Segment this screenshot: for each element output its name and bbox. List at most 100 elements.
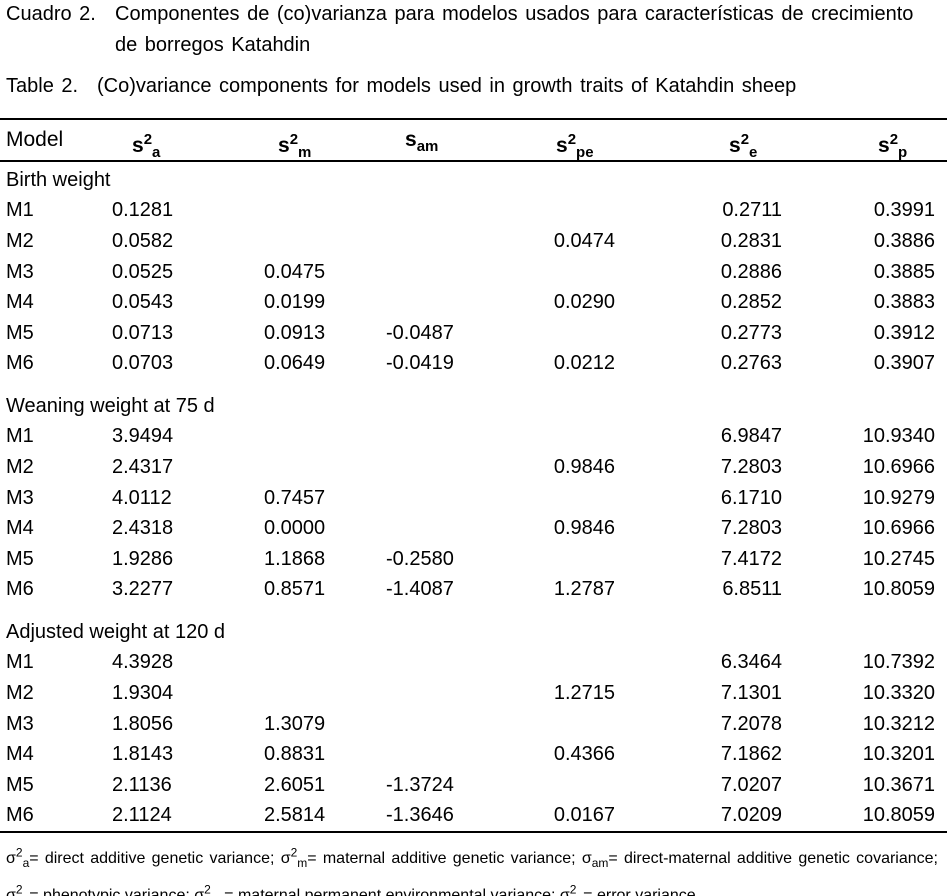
- header-sub: e: [749, 144, 758, 162]
- value-cell: 10.3212: [862, 712, 935, 735]
- value-cell: 0.2886: [720, 260, 782, 283]
- column-header: s2m: [278, 127, 311, 166]
- value-cell: 2.4317: [112, 456, 174, 478]
- value-cell: 0.0649: [264, 352, 326, 375]
- column-header: s2e: [729, 127, 757, 166]
- value-cell: 7.1301: [720, 682, 782, 704]
- header-sup: 2: [143, 131, 153, 148]
- value-cell: 3.2277: [112, 578, 174, 601]
- bottom-rule: [0, 831, 947, 833]
- group-title: Birth weight: [6, 169, 111, 191]
- table-title: (Co)variance components for models used …: [97, 75, 797, 97]
- value-cell: 2.6051: [264, 773, 326, 796]
- footnote-symbol: σ: [194, 886, 205, 896]
- model-name: M6: [6, 578, 34, 601]
- value-cell: 0.0000: [264, 517, 326, 540]
- value-cell: 10.3320: [862, 682, 935, 704]
- group-title: Weaning weight at 75 d: [6, 395, 215, 417]
- value-cell: 0.0913: [264, 321, 326, 344]
- header-sup: 2: [740, 131, 750, 148]
- value-cell: 7.4172: [720, 547, 782, 570]
- footnote-item: σ2pe= maternal permanent environmental v…: [194, 883, 555, 896]
- value-cell: 6.1710: [720, 486, 782, 509]
- header-base: s: [878, 134, 890, 157]
- footnote-sub: pe: [211, 893, 224, 896]
- header-sup: 2: [289, 131, 299, 148]
- footnote-item: σ2m= maternal additive genetic variance;: [280, 846, 576, 871]
- footnote-symbol: σ: [280, 850, 291, 868]
- value-cell: 10.7392: [862, 651, 935, 674]
- value-cell: 7.2803: [720, 456, 782, 478]
- model-name: M3: [6, 260, 34, 283]
- model-name: M6: [6, 352, 34, 375]
- value-cell: -1.3646: [386, 804, 454, 827]
- column-header: sam: [405, 127, 438, 160]
- value-cell: 0.3907: [873, 352, 935, 375]
- footnote-text: = phenotypic variance;: [29, 886, 190, 896]
- value-cell: -0.0487: [386, 321, 454, 344]
- model-name: M6: [6, 804, 34, 827]
- value-cell: 0.3991: [873, 199, 935, 222]
- value-cell: 0.0475: [264, 260, 326, 283]
- footnote-sup: 2: [15, 846, 23, 860]
- footnote-sup: 2: [290, 846, 298, 860]
- header-sub: p: [898, 144, 908, 162]
- model-name: M4: [6, 743, 34, 766]
- value-cell: 0.3885: [873, 260, 935, 283]
- value-cell: 0.0199: [264, 291, 326, 314]
- value-cell: 0.0543: [112, 291, 174, 314]
- value-cell: 0.1281: [112, 199, 174, 222]
- header-sup: 2: [567, 131, 577, 148]
- value-cell: 0.0713: [112, 321, 174, 344]
- model-name: M2: [6, 682, 34, 704]
- footnote-sub: am: [591, 856, 609, 871]
- footnote-sup: 2: [204, 882, 211, 896]
- value-cell: 0.4366: [553, 743, 615, 766]
- value-cell: 0.0582: [112, 230, 174, 252]
- value-cell: 1.9304: [112, 682, 174, 704]
- value-cell: 10.8059: [862, 804, 935, 827]
- value-cell: 6.9847: [720, 425, 782, 448]
- value-cell: 1.2787: [553, 578, 615, 601]
- value-cell: 10.3671: [862, 773, 935, 796]
- value-cell: 0.2773: [720, 321, 782, 344]
- value-cell: 0.9846: [553, 456, 615, 478]
- value-cell: 10.6966: [862, 517, 935, 540]
- footnote-sup: 2: [569, 882, 577, 896]
- value-cell: 0.0474: [553, 230, 615, 252]
- column-header: s2p: [878, 127, 907, 166]
- cuadro-title-line: de borregos Katahdin: [115, 34, 311, 56]
- footnote-item: σam= direct-maternal additive genetic co…: [582, 850, 938, 870]
- value-cell: 7.1862: [720, 743, 782, 766]
- value-cell: 0.2763: [720, 352, 782, 375]
- value-cell: 10.2745: [862, 547, 935, 570]
- value-cell: 0.2831: [720, 230, 782, 252]
- value-cell: 10.9279: [862, 486, 935, 509]
- value-cell: 7.2803: [720, 517, 782, 540]
- value-cell: 2.1124: [112, 804, 172, 827]
- value-cell: 0.0703: [112, 352, 174, 375]
- footnote-sub: p: [23, 893, 30, 896]
- value-cell: 0.0167: [553, 804, 615, 827]
- header-sub: am: [416, 138, 439, 156]
- value-cell: 0.8831: [264, 743, 326, 766]
- value-cell: 0.2711: [722, 199, 782, 222]
- footnote-text: = maternal additive genetic variance;: [307, 850, 576, 868]
- footnote-symbol: σ: [6, 886, 16, 896]
- value-cell: 1.8056: [112, 712, 174, 735]
- value-cell: 1.2715: [553, 682, 615, 704]
- value-cell: -0.2580: [386, 547, 454, 570]
- value-cell: -1.4087: [386, 578, 454, 601]
- model-name: M1: [6, 425, 34, 448]
- model-name: M5: [6, 547, 34, 570]
- value-cell: 4.0112: [112, 486, 172, 509]
- value-cell: 6.8511: [722, 578, 782, 601]
- header-sub: a: [152, 144, 161, 162]
- header-base: s: [405, 128, 417, 151]
- value-cell: 2.5814: [264, 804, 326, 827]
- footnote-text: = direct-maternal additive genetic covar…: [608, 850, 938, 868]
- group-title: Adjusted weight at 120 d: [6, 621, 226, 643]
- header-sub: m: [298, 144, 312, 162]
- value-cell: 0.0212: [553, 352, 615, 375]
